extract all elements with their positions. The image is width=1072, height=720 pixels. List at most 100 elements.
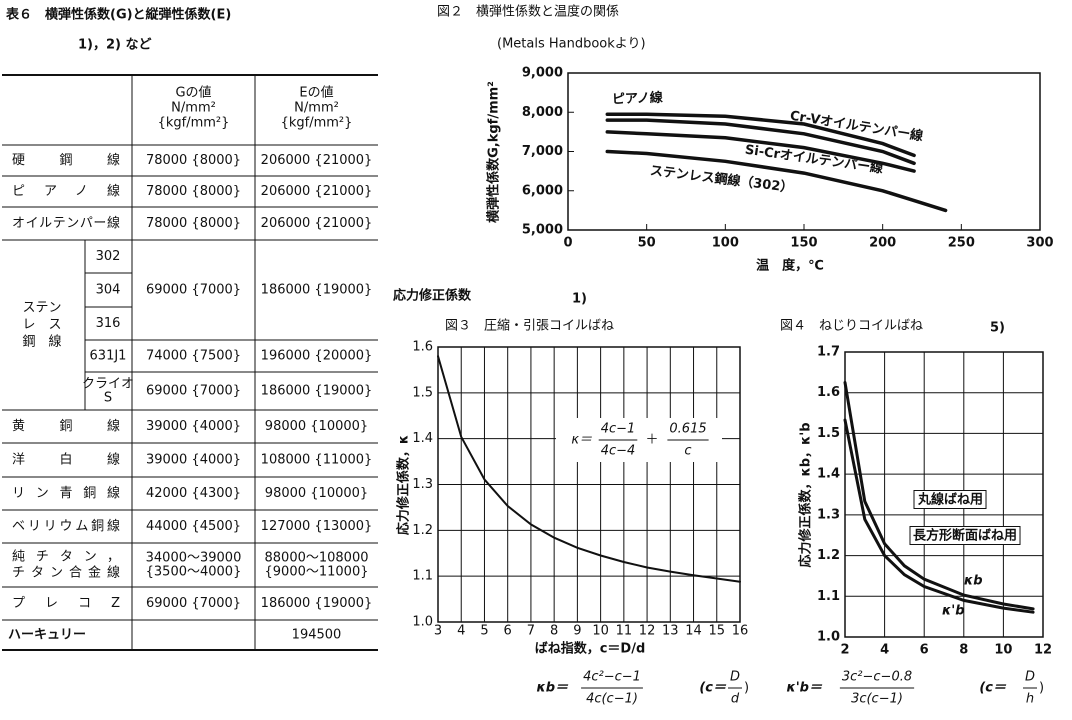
row-name: 黄銅線 bbox=[12, 418, 120, 434]
row-name: 硬鋼線 bbox=[12, 152, 120, 168]
fraction-denominator: h bbox=[1026, 692, 1034, 707]
y-tick-label: 1.5 bbox=[817, 426, 840, 441]
data-line bbox=[843, 418, 1035, 614]
fraction-numerator: 4c−1 bbox=[601, 422, 636, 437]
y-tick-label: 1.4 bbox=[412, 431, 433, 446]
x-tick-label: 200 bbox=[869, 236, 896, 251]
e-value: {9000〜11000} bbox=[265, 565, 369, 580]
plot-frame bbox=[567, 72, 1041, 231]
e-value: 98000 {10000} bbox=[265, 486, 368, 501]
curve-label: κ'b bbox=[942, 604, 965, 619]
group-label: 鋼 線 bbox=[22, 334, 61, 350]
header-cell: Eの値 bbox=[299, 85, 333, 101]
x-tick-label: 12 bbox=[639, 624, 656, 639]
x-tick-label: 11 bbox=[616, 624, 633, 639]
table-note: 1)，2) など bbox=[78, 38, 152, 53]
group-label: ステン bbox=[22, 301, 61, 316]
x-tick-label: 4 bbox=[457, 624, 465, 639]
x-tick-label: 100 bbox=[712, 236, 739, 251]
g-value: 69000 {7000} bbox=[146, 283, 241, 298]
curve-label: κb bbox=[964, 574, 983, 589]
chart-title-note: 5) bbox=[990, 321, 1005, 336]
plot-frame bbox=[844, 351, 1044, 638]
y-tick-label: 5,000 bbox=[522, 223, 563, 238]
e-value: 127000 {13000} bbox=[261, 519, 373, 534]
g-value: 39000 {4000} bbox=[146, 419, 241, 434]
label-box bbox=[909, 526, 1021, 545]
x-tick-label: 5 bbox=[480, 624, 488, 639]
series-label: Cr-Vオイルテンパー線 bbox=[789, 108, 925, 145]
g-value: 78000 {8000} bbox=[146, 216, 241, 231]
formula-lhs: κ'b＝ bbox=[786, 681, 823, 696]
x-axis-label: ばね指数，c＝D/d bbox=[535, 641, 646, 657]
x-tick-label: 16 bbox=[732, 624, 749, 639]
data-line bbox=[605, 118, 916, 166]
x-tick-label: 10 bbox=[994, 643, 1012, 658]
e-value: 186000 {19000} bbox=[261, 596, 373, 611]
g-value: 69000 {7000} bbox=[146, 596, 241, 611]
y-tick-label: 7,000 bbox=[522, 144, 563, 159]
row-name: 洋白線 bbox=[12, 452, 120, 468]
y-tick-label: 1.6 bbox=[412, 340, 433, 355]
x-tick-label: 8 bbox=[959, 643, 968, 658]
y-axis-label: 応力修正係数，κb，κ'b bbox=[798, 422, 814, 567]
g-value: 42000 {4300} bbox=[146, 486, 241, 501]
chart-title: 図３ 圧縮・引張コイルばね bbox=[445, 318, 614, 334]
series-label: ピアノ線 bbox=[612, 90, 664, 108]
y-tick-label: 1.1 bbox=[817, 589, 840, 604]
y-tick-label: 1.2 bbox=[817, 548, 840, 563]
header-cell: N/mm² bbox=[171, 101, 216, 116]
grade: 304 bbox=[96, 283, 121, 298]
fraction-numerator: 4c²−c−1 bbox=[583, 670, 641, 685]
y-tick-label: 1.4 bbox=[817, 467, 840, 482]
plot-frame bbox=[437, 346, 741, 623]
x-tick-label: 7 bbox=[527, 624, 535, 639]
y-axis-label: 応力修正係数，κ bbox=[396, 435, 412, 535]
e-value: 186000 {19000} bbox=[261, 384, 373, 399]
e-value: 194500 bbox=[292, 628, 342, 643]
grade: S bbox=[104, 391, 112, 406]
fraction-denominator: 4c(c−1) bbox=[586, 692, 638, 707]
y-tick-label: 1.5 bbox=[412, 385, 433, 400]
fraction-numerator: 3c²−c−0.8 bbox=[842, 670, 912, 685]
x-tick-label: 6 bbox=[504, 624, 512, 639]
data-line bbox=[605, 130, 916, 173]
x-tick-label: 3 bbox=[434, 624, 442, 639]
x-tick-label: 50 bbox=[638, 236, 656, 251]
e-value: 98000 {10000} bbox=[265, 419, 368, 434]
x-tick-label: 4 bbox=[880, 643, 889, 658]
y-tick-label: 1.3 bbox=[817, 507, 840, 522]
x-tick-label: 10 bbox=[592, 624, 609, 639]
fraction-numerator: D bbox=[730, 670, 740, 685]
row-name: ベリリウム銅線 bbox=[12, 518, 120, 534]
e-value: 206000 {21000} bbox=[261, 216, 373, 231]
chart-subtitle: (Metals Handbookより) bbox=[497, 37, 646, 52]
fraction-numerator: 0.615 bbox=[669, 422, 706, 437]
row-name: ハーキュリー bbox=[8, 628, 86, 643]
formula-lhs: (c＝ bbox=[699, 681, 727, 696]
g-value: 69000 {7000} bbox=[146, 384, 241, 399]
g-value: 44000 {4500} bbox=[146, 519, 241, 534]
row-name: 純チタン， bbox=[12, 550, 120, 565]
row-name: プレコZ bbox=[12, 596, 120, 611]
x-tick-label: 13 bbox=[662, 624, 679, 639]
grade: 631J1 bbox=[90, 349, 127, 364]
row-name: チタン合金線 bbox=[12, 565, 120, 581]
y-tick-label: 1.7 bbox=[817, 345, 840, 360]
series-label: 丸線ばね用 bbox=[917, 492, 983, 508]
y-tick-label: 6,000 bbox=[522, 183, 563, 198]
y-tick-label: 8,000 bbox=[522, 105, 563, 120]
header-cell: Gの値 bbox=[175, 85, 211, 101]
chart-title: 図４ ねじりコイルばね bbox=[780, 319, 923, 334]
data-line bbox=[843, 381, 1035, 611]
formula-rhs: ) bbox=[1039, 681, 1044, 696]
x-tick-label: 8 bbox=[550, 624, 558, 639]
row-name: オイルテンパー線 bbox=[12, 215, 120, 231]
x-tick-label: 300 bbox=[1026, 236, 1053, 251]
y-tick-label: 1.0 bbox=[412, 615, 433, 630]
grade: 302 bbox=[96, 249, 121, 264]
x-tick-label: 150 bbox=[790, 236, 817, 251]
y-axis-label: 横弾性係数G,kgf/mm² bbox=[486, 81, 502, 223]
header-cell: {kgf/mm²} bbox=[281, 116, 353, 131]
